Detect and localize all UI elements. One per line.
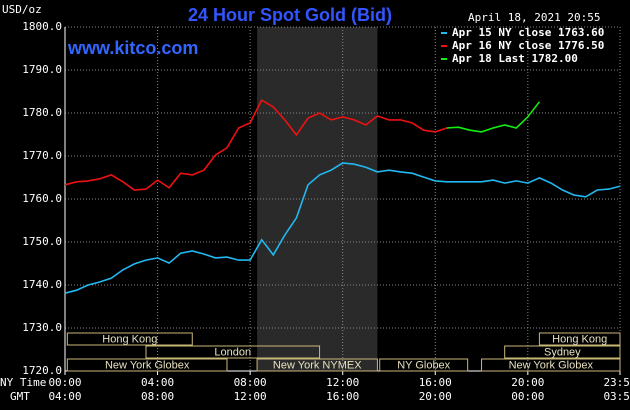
site-label: www.kitco.com [67, 38, 198, 58]
legend-label: Apr 18 Last 1782.00 [452, 52, 578, 65]
session-box [504, 345, 621, 359]
session-label: New York NYMEX [273, 359, 362, 371]
y-tick-label: 1720.0 [22, 364, 62, 377]
session-label: London [214, 346, 251, 358]
x-tick-label: 16:00 [419, 376, 452, 389]
x-row-label: NY Time [0, 376, 46, 389]
x-tick-label-gmt: 08:00 [141, 390, 174, 403]
x-tick-label: 00:00 [48, 376, 81, 389]
x-tick-label-gmt: 20:00 [419, 390, 452, 403]
session-box [481, 358, 621, 372]
legend-label: Apr 16 NY close 1776.50 [452, 39, 604, 52]
x-tick-label-gmt: 03:59 [603, 390, 630, 403]
session-box [66, 332, 193, 346]
series-line [64, 162, 621, 294]
x-tick-label: 04:00 [141, 376, 174, 389]
y-tick-label: 1740.0 [22, 278, 62, 291]
legend-label: Apr 15 NY close 1763.60 [452, 26, 604, 39]
y-tick-label: 1750.0 [22, 235, 62, 248]
y-tick-label: 1760.0 [22, 192, 62, 205]
session-label: New York Globex [509, 359, 594, 371]
session-label: Sydney [544, 346, 581, 358]
session-label: Hong Kong [102, 333, 157, 345]
x-tick-label-gmt: 16:00 [326, 390, 359, 403]
date-label: April 18, 2021 20:55 [468, 11, 600, 24]
session-label: Hong Kong [552, 333, 607, 345]
series-line [446, 101, 541, 133]
y-tick-label: 1770.0 [22, 149, 62, 162]
session-box [256, 358, 378, 372]
y-tick-label: 1780.0 [22, 106, 62, 119]
unit-label: USD/oz [2, 3, 42, 16]
chart-title: 24 Hour Spot Gold (Bid) [188, 5, 392, 25]
x-row-label: GMT [10, 390, 30, 403]
session-box [145, 345, 321, 359]
session-label: New York Globex [105, 359, 190, 371]
session-box [538, 332, 621, 346]
x-tick-label: 08:00 [234, 376, 267, 389]
x-tick-label-gmt: 00:00 [511, 390, 544, 403]
x-tick-label-gmt: 12:00 [234, 390, 267, 403]
x-tick-label-gmt: 04:00 [48, 390, 81, 403]
y-tick-label: 1800.0 [22, 20, 62, 33]
y-tick-label: 1790.0 [22, 63, 62, 76]
x-tick-label: 23:59 [603, 376, 630, 389]
y-tick-label: 1730.0 [22, 321, 62, 334]
session-label: NY Globex [397, 359, 450, 371]
x-tick-label: 20:00 [511, 376, 544, 389]
session-box [379, 358, 469, 372]
series-line [64, 98, 448, 191]
session-box [66, 358, 228, 372]
x-tick-label: 12:00 [326, 376, 359, 389]
